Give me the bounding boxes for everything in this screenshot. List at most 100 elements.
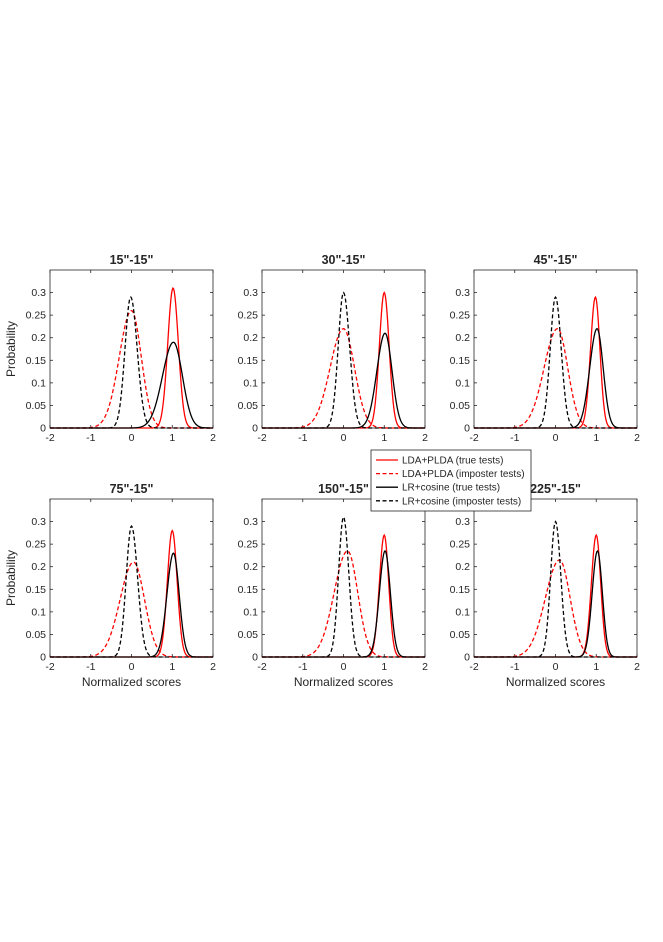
x-tick-label: -2: [257, 661, 266, 673]
subplot-title: 225"-15": [530, 482, 581, 496]
legend: LDA+PLDA (true tests) LDA+PLDA (imposter …: [370, 449, 532, 512]
y-tick-label: 0: [252, 652, 258, 664]
x-tick-label: 1: [593, 661, 599, 673]
y-tick-label: 0.2: [31, 561, 46, 573]
x-tick-label: 1: [169, 432, 175, 444]
x-tick-label: 2: [422, 661, 428, 673]
series-line: [50, 524, 213, 658]
y-tick-label: 0.15: [26, 355, 47, 367]
series-line: [262, 291, 425, 429]
x-tick-label: 1: [381, 661, 387, 673]
subplot-2: -2 -1 0 1 2 0 0.05 0.1 0.15 0.2 0.25 0.3 30"-15": [238, 253, 429, 444]
y-tick-label: 0.05: [26, 400, 47, 412]
y-tick-label: 0.05: [238, 400, 259, 412]
y-tick-label: 0.3: [455, 516, 470, 528]
y-tick-label: 0.2: [243, 332, 258, 344]
x-tick-label: -1: [86, 432, 95, 444]
x-tick-label: 0: [129, 661, 135, 673]
y-tick-label: 0.25: [450, 539, 471, 551]
y-tick-label: 0.25: [26, 539, 47, 551]
subplot-title: 45"-15": [534, 253, 578, 267]
y-tick-label: 0: [464, 652, 470, 664]
y-tick-label: 0.25: [26, 310, 47, 322]
x-tick-label: -1: [510, 432, 519, 444]
y-tick-label: 0.15: [450, 584, 471, 596]
x-tick-label: 0: [553, 661, 559, 673]
y-tick-label: 0.2: [31, 332, 46, 344]
x-tick-label: 0: [553, 432, 559, 444]
y-tick-label: 0.05: [450, 629, 471, 641]
y-axis-label: Probability: [4, 550, 18, 606]
x-tick-label: 1: [381, 432, 387, 444]
y-tick-label: 0.2: [455, 561, 470, 573]
x-tick-label: 1: [593, 432, 599, 444]
y-tick-label: 0: [40, 423, 46, 435]
axes-box: [261, 498, 426, 658]
y-tick-label: 0.1: [31, 377, 46, 389]
y-tick-label: 0.1: [243, 606, 258, 618]
legend-label: LR+cosine (imposter tests): [402, 496, 521, 507]
y-tick-label: 0.3: [455, 287, 470, 299]
x-tick-label: 2: [210, 432, 216, 444]
y-tick-label: 0.1: [455, 377, 470, 389]
y-tick-label: 0: [40, 652, 46, 664]
subplot-title: 150"-15": [318, 482, 369, 496]
subplot-4: -2 -1 0 1 2 0 0.05 0.1 0.15 0.2 0.25 0.3 75"-15" Prob…: [4, 482, 216, 689]
subplot-title: 30"-15": [322, 253, 366, 267]
x-tick-label: -1: [298, 432, 307, 444]
x-tick-label: 2: [634, 432, 640, 444]
x-tick-label: 1: [169, 661, 175, 673]
y-tick-label: 0.2: [455, 332, 470, 344]
y-tick-label: 0.05: [238, 629, 259, 641]
axes-box: [49, 269, 214, 429]
y-tick-label: 0: [464, 423, 470, 435]
series-line: [262, 515, 425, 658]
axes-box: [49, 498, 214, 658]
legend-label: LR+cosine (true tests): [402, 483, 500, 494]
x-tick-label: -2: [469, 661, 478, 673]
y-tick-label: 0.3: [243, 287, 258, 299]
x-tick-label: -2: [45, 661, 54, 673]
x-tick-label: -1: [510, 661, 519, 673]
subplot-6: -2 -1 0 1 2 0 0.05 0.1 0.15 0.2 0.25 0.3 225"-15" Nor…: [450, 482, 641, 689]
series-line: [50, 296, 213, 429]
series-line: [474, 520, 637, 658]
y-tick-label: 0.25: [450, 310, 471, 322]
y-tick-label: 0.15: [450, 355, 471, 367]
subplot-5: -2 -1 0 1 2 0 0.05 0.1 0.15 0.2 0.25 0.3 150"-15" Nor…: [238, 482, 429, 689]
x-tick-label: -2: [45, 432, 54, 444]
legend-label: LDA+PLDA (true tests): [402, 456, 503, 467]
x-tick-label: 0: [341, 432, 347, 444]
series-line: [474, 295, 637, 429]
x-tick-label: -1: [298, 661, 307, 673]
x-axis-label: Normalized scores: [82, 675, 181, 689]
x-tick-label: 2: [634, 661, 640, 673]
x-axis-label: Normalized scores: [506, 675, 605, 689]
y-tick-label: 0.15: [238, 355, 259, 367]
y-axis-label: Probability: [4, 321, 18, 377]
x-tick-label: 0: [341, 661, 347, 673]
y-tick-label: 0.15: [238, 584, 259, 596]
y-tick-label: 0.3: [31, 287, 46, 299]
y-tick-label: 0.25: [238, 539, 259, 551]
y-tick-label: 0.1: [455, 606, 470, 618]
y-tick-label: 0.1: [31, 606, 46, 618]
axes-box: [261, 269, 426, 429]
axes-box: [473, 269, 638, 429]
y-tick-label: 0.25: [238, 310, 259, 322]
subplot-title: 15"-15": [110, 253, 154, 267]
x-tick-label: 0: [129, 432, 135, 444]
y-tick-label: 0.05: [26, 629, 47, 641]
y-tick-label: 0.3: [243, 516, 258, 528]
subplot-title: 75"-15": [110, 482, 154, 496]
legend-label: LDA+PLDA (imposter tests): [402, 469, 525, 480]
x-axis-label: Normalized scores: [294, 675, 393, 689]
x-tick-label: 2: [422, 432, 428, 444]
subplot-1: -2 -1 0 1 2 0 0.05 0.1 0.15 0.2 0.25 0.3 15"-15" Prob…: [4, 253, 216, 444]
y-tick-label: 0.3: [31, 516, 46, 528]
y-tick-label: 0.05: [450, 400, 471, 412]
x-tick-label: -2: [469, 432, 478, 444]
y-tick-label: 0.1: [243, 377, 258, 389]
y-tick-label: 0.15: [26, 584, 47, 596]
